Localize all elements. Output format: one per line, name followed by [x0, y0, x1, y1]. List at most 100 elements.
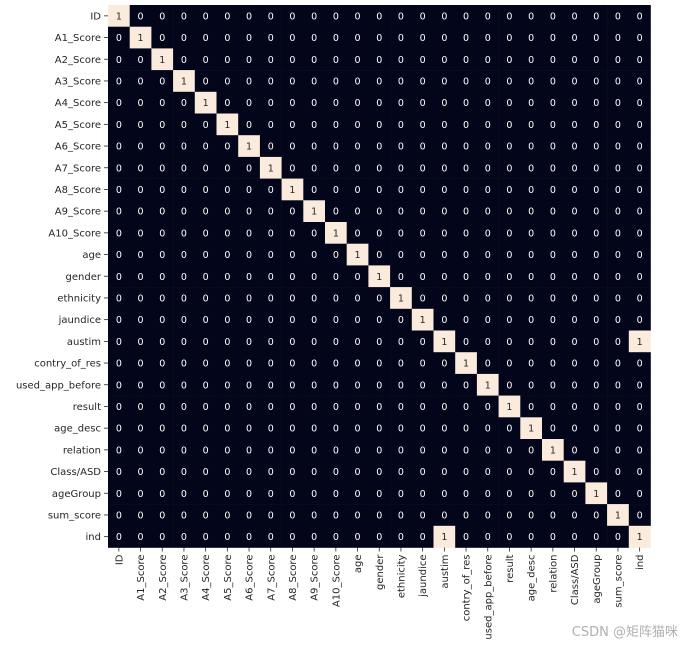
heatmap-cell: [455, 26, 478, 49]
heatmap-cell: [607, 26, 630, 49]
heatmap-cell: [368, 265, 391, 288]
heatmap-cell: [433, 352, 456, 375]
heatmap-cell-value: 0: [355, 98, 361, 109]
heatmap-cell-value: 0: [615, 532, 621, 543]
heatmap-cell: [368, 504, 391, 527]
heatmap-cell-value: 1: [246, 142, 252, 153]
heatmap-cell-value: 0: [246, 467, 252, 478]
heatmap-cell-value: 0: [593, 467, 599, 478]
heatmap-cell-value: 0: [116, 185, 122, 196]
heatmap-cell-value: 0: [420, 250, 426, 261]
heatmap-cell: [411, 330, 434, 353]
heatmap-cell-value: 0: [615, 228, 621, 239]
heatmap-cell-value: 0: [550, 380, 556, 391]
heatmap-cell-value: 0: [333, 380, 339, 391]
heatmap-cell-value: 0: [333, 359, 339, 370]
y-axis-tick-label: A2_Score: [55, 55, 101, 66]
heatmap-cell: [281, 287, 304, 310]
heatmap-cell: [411, 504, 434, 527]
heatmap-cell: [259, 287, 282, 310]
heatmap-cell-value: 0: [159, 142, 165, 153]
heatmap-cell-value: 0: [441, 402, 447, 413]
heatmap-cell-value: 0: [615, 293, 621, 304]
heatmap-cell: [455, 5, 478, 27]
heatmap-cell: [542, 330, 564, 353]
heatmap-cell-value: 0: [289, 532, 295, 543]
heatmap-cell: [216, 482, 239, 505]
heatmap-cell: [151, 70, 174, 93]
heatmap-cell-value: 0: [398, 380, 404, 391]
heatmap-cell-value: 0: [528, 228, 534, 239]
heatmap-cell: [455, 243, 478, 266]
heatmap-cell: [108, 222, 130, 244]
heatmap-cell-value: 0: [550, 489, 556, 500]
heatmap-cell: [433, 113, 456, 136]
heatmap-cell-value: 0: [550, 55, 556, 66]
x-axis-tick-label: contry_of_res: [462, 555, 473, 622]
heatmap-cell-value: 0: [506, 11, 512, 22]
heatmap-cell: [542, 525, 564, 548]
x-axis-tick-label: ethnicity: [396, 554, 407, 598]
heatmap-cell-value: 0: [463, 163, 469, 174]
heatmap-cell: [585, 330, 608, 353]
heatmap-cell: [520, 308, 543, 331]
heatmap-cell: [607, 5, 630, 27]
heatmap-cell: [346, 525, 369, 548]
heatmap-cell: [607, 504, 630, 527]
heatmap-cell-value: 0: [593, 163, 599, 174]
heatmap-cell: [411, 243, 434, 266]
heatmap-cell-value: 0: [463, 445, 469, 456]
heatmap-cell-value: 0: [224, 250, 230, 261]
heatmap-cell-value: 0: [355, 55, 361, 66]
heatmap-cell: [346, 91, 369, 114]
heatmap-cell: [390, 135, 413, 158]
heatmap-cell: [194, 48, 217, 71]
heatmap-cell: [346, 5, 369, 27]
heatmap-cell-value: 0: [289, 510, 295, 521]
heatmap-cell-value: 0: [138, 293, 144, 304]
heatmap-cell-value: 0: [615, 55, 621, 66]
heatmap-cell: [151, 178, 174, 201]
heatmap-cell-value: 0: [615, 380, 621, 391]
heatmap-cell: [542, 373, 564, 396]
heatmap-cell-value: 0: [593, 293, 599, 304]
heatmap-cell-value: 0: [593, 185, 599, 196]
y-axis-tick-label: A7_Score: [55, 163, 101, 174]
heatmap-cell-value: 0: [441, 120, 447, 131]
heatmap-cell: [303, 460, 326, 483]
heatmap-cell: [238, 5, 261, 27]
heatmap-cell: [173, 482, 196, 505]
heatmap-cell-value: 0: [224, 489, 230, 500]
heatmap-cell: [542, 243, 564, 266]
heatmap-cell-value: 0: [203, 207, 209, 218]
heatmap-cell-value: 0: [311, 120, 317, 131]
heatmap-cell-value: 0: [572, 250, 578, 261]
heatmap-cell: [281, 135, 304, 158]
heatmap-cell: [303, 113, 326, 136]
heatmap-cell-value: 0: [528, 272, 534, 283]
heatmap-cell-value: 1: [398, 293, 404, 304]
heatmap-cell-value: 0: [159, 163, 165, 174]
heatmap-cell-value: 0: [268, 424, 274, 435]
heatmap-cell: [433, 504, 456, 527]
heatmap-cell: [173, 417, 196, 440]
heatmap-cell-value: 0: [463, 510, 469, 521]
heatmap-cell: [259, 5, 282, 27]
heatmap-cell-value: 0: [116, 424, 122, 435]
heatmap-cell: [303, 5, 326, 27]
heatmap-cell-value: 0: [159, 337, 165, 348]
heatmap-cell: [607, 156, 630, 179]
heatmap-cell-value: 0: [485, 98, 491, 109]
heatmap-cell-value: 0: [572, 293, 578, 304]
heatmap-cell: [238, 308, 261, 331]
heatmap-cell-value: 0: [224, 55, 230, 66]
heatmap-cell: [325, 222, 347, 244]
heatmap-cell: [455, 222, 478, 244]
heatmap-cell: [281, 482, 304, 505]
heatmap-cell-value: 0: [637, 293, 643, 304]
y-axis-tick-label: A6_Score: [55, 142, 101, 153]
heatmap-cell-value: 0: [289, 76, 295, 87]
heatmap-cell-value: 0: [268, 228, 274, 239]
heatmap-cell-value: 0: [159, 445, 165, 456]
heatmap-cell: [259, 460, 282, 483]
